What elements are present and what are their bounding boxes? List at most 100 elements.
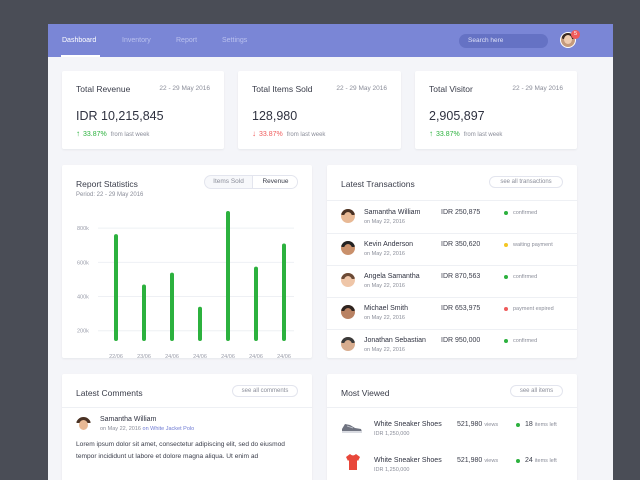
most-viewed-item[interactable]: White Sneaker Shoes IDR 1,250,000 521,98… [327,447,564,480]
comment-meta: on May 22, 2016 on White Jacket Polo [100,426,194,432]
stat-card-revenue: Total Revenue 22 - 29 May 2016 IDR 10,21… [62,71,224,149]
stat-change-percent: 33.87% [83,131,107,138]
divider [327,233,577,234]
stat-date: 22 - 29 May 2016 [512,85,563,92]
chart-bar[interactable] [198,306,202,341]
customer-avatar [341,209,355,223]
stat-title: Total Visitor [429,84,473,94]
comment-date: on May 22, 2016 [100,426,141,432]
arrow-down-icon: ↓ [252,129,256,138]
stat-change: ↑ 33.87% from last week [76,129,149,138]
see-all-transactions-button[interactable]: see all transactions [489,176,563,188]
latest-comments-card: Latest Comments see all comments Samanth… [62,374,312,480]
most-viewed-card: Most Viewed see all items White Sneaker … [327,374,577,480]
card-title: Latest Comments [76,388,143,398]
most-viewed-item[interactable]: White Sneaker Shoes IDR 1,250,000 521,98… [327,411,564,447]
x-tick-label: 24/06 [193,354,207,358]
x-tick-label: 24/06 [221,354,235,358]
item-views-count: 521,980 [457,457,483,464]
item-stock-label: items left [534,458,557,464]
transaction-date: on May 22, 2016 [364,251,405,257]
item-name: White Sneaker Shoes [374,457,442,464]
nav-settings[interactable]: Settings [222,37,248,44]
arrow-up-icon: ↑ [76,129,80,138]
toggle-items-sold[interactable]: Items Sold [213,178,244,185]
nav-inventory[interactable]: Inventory [122,37,151,44]
status-dot [504,339,508,343]
stat-change-period: from last week [463,132,503,138]
stat-change: ↓ 33.87% from last week [252,129,325,138]
item-views: 521,980 views [457,457,498,464]
transaction-row[interactable]: Jonathan Sebastian on May 22, 2016 IDR 950… [327,329,564,361]
stat-change-percent: 33.87% [436,131,460,138]
sneaker-icon [342,424,362,433]
chart-bar[interactable] [142,284,146,341]
item-price: IDR 1,250,000 [374,431,410,437]
nav-dashboard[interactable]: Dashboard [62,37,97,44]
transaction-date: on May 22, 2016 [364,283,405,289]
stat-change-period: from last week [286,132,326,138]
comment-product-link[interactable]: on White Jacket Polo [142,426,195,432]
divider [327,265,577,266]
see-all-comments-button[interactable]: see all comments [232,385,298,397]
item-views-count: 521,980 [457,421,483,428]
revenue-bar-chart: 200k 400k 600k 800k 22/06 23/06 24/06 24/06 24/0… [77,211,294,358]
stat-change: ↑ 33.87% from last week [429,129,502,138]
transaction-amount: IDR 950,000 [441,337,481,344]
comment-text: Lorem ipsum dolor sit amet, consectetur … [76,441,285,460]
toggle-revenue[interactable]: Revenue [252,176,297,188]
divider [327,200,577,201]
item-price: IDR 1,250,000 [374,467,410,473]
x-tick-label: 24/06 [277,354,291,358]
transaction-row[interactable]: Michael Smith on May 22, 2016 IDR 653,975 p… [327,297,564,329]
customer-name: Jonathan Sebastian [364,337,426,344]
status-dot [504,307,508,311]
chart-bar[interactable] [254,266,258,341]
commenter-name[interactable]: Samantha William [100,416,157,423]
divider [62,407,312,408]
search-input[interactable]: Search here [459,34,548,48]
nav-report[interactable]: Report [176,37,198,44]
divider [327,329,577,330]
status-dot [504,211,508,215]
status-dot [504,275,508,279]
y-tick-label: 600k [77,260,89,266]
customer-name: Michael Smith [364,305,408,312]
chart-bar[interactable] [170,272,174,341]
see-all-items-button[interactable]: see all items [510,385,563,397]
stat-title: Total Revenue [76,84,131,94]
transaction-date: on May 22, 2016 [364,315,405,321]
stat-value: 2,905,897 [429,109,485,123]
tshirt-icon [346,454,360,470]
transaction-row[interactable]: Kevin Anderson on May 22, 2016 IDR 350,620… [327,233,564,265]
stock-indicator [516,459,520,463]
dashboard-app: Dashboard Inventory Report Settings Sear… [48,24,613,480]
report-statistics-card: Report Statistics Period: 22 - 29 May 20… [62,165,312,358]
commenter-avatar[interactable] [76,417,91,432]
report-period: Period: 22 - 29 May 2016 [76,192,144,198]
customer-name: Samantha William [364,209,421,216]
chart-bar[interactable] [114,234,118,341]
y-tick-label: 800k [77,226,89,232]
transaction-amount: IDR 350,620 [441,241,481,248]
stat-change-percent: 33.87% [259,131,283,138]
x-tick-label: 22/06 [109,354,123,358]
y-tick-label: 200k [77,329,89,335]
card-title: Latest Transactions [341,179,415,189]
chart-bar[interactable] [226,211,230,341]
stat-date: 22 - 29 May 2016 [336,85,387,92]
transaction-amount: IDR 653,975 [441,305,481,312]
chart-bar[interactable] [282,243,286,342]
transaction-row[interactable]: Samantha William on May 22, 2016 IDR 250,8… [327,201,564,233]
item-views-label: views [484,422,499,428]
customer-avatar [341,305,355,319]
transaction-status: confirmed [513,210,538,216]
item-name: White Sneaker Shoes [374,421,442,428]
notification-badge[interactable]: 5 [571,30,580,39]
item-views-label: views [484,458,499,464]
transaction-row[interactable]: Angela Samantha on May 22, 2016 IDR 870,56… [327,265,564,297]
top-navigation-bar: Dashboard Inventory Report Settings Sear… [48,24,613,57]
transaction-amount: IDR 250,875 [441,209,481,216]
item-stock-count: 18 [525,421,533,428]
customer-name: Kevin Anderson [364,241,414,248]
